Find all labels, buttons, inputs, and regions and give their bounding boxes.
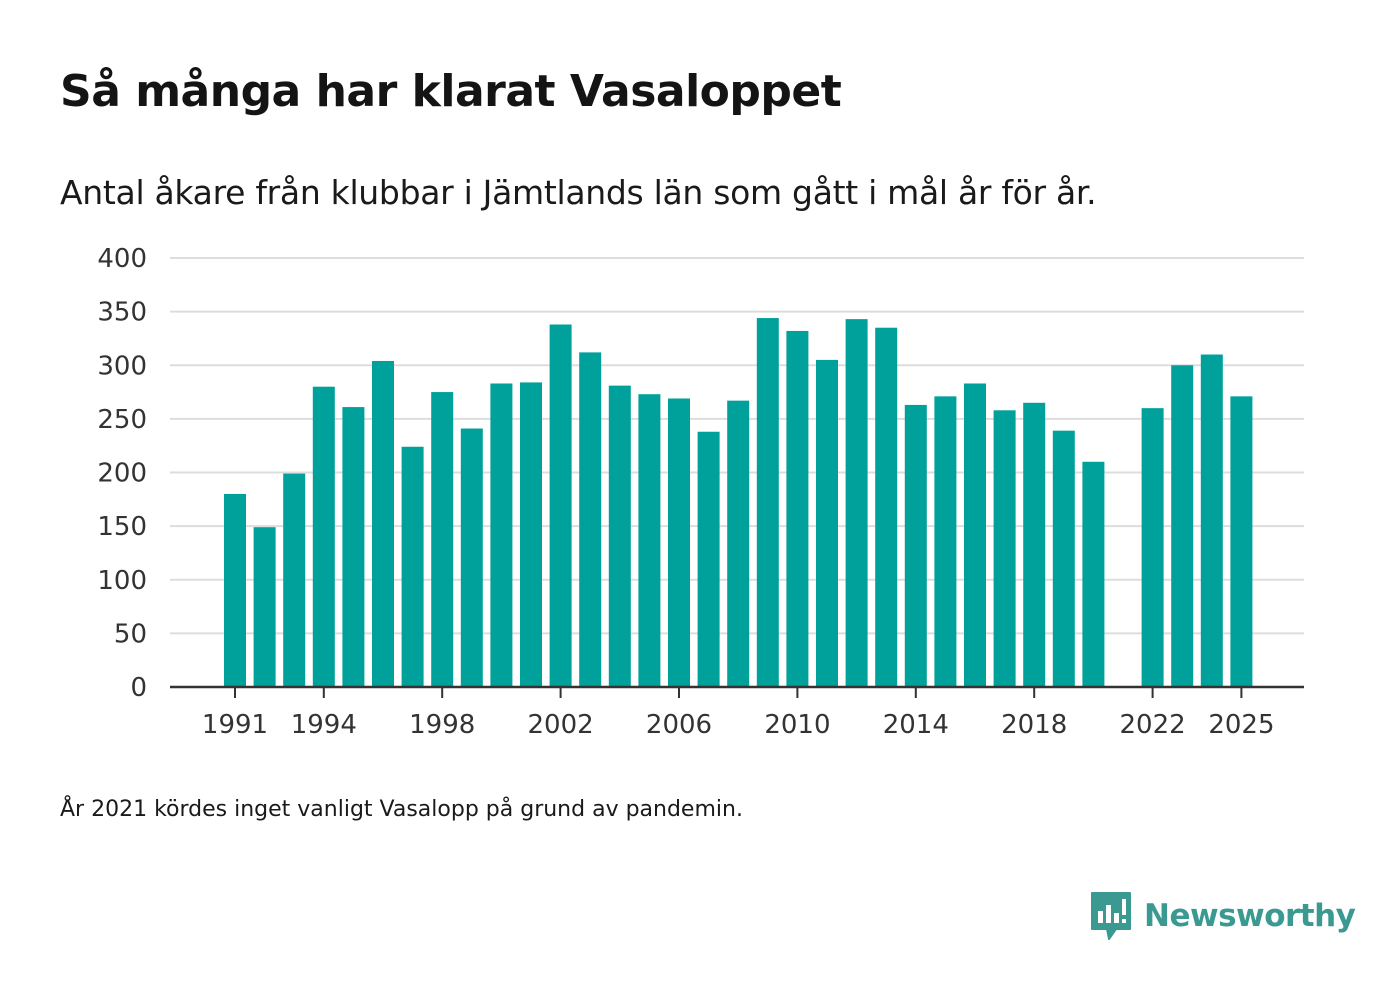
bar-2016	[964, 383, 986, 687]
x-tick-label: 2025	[1208, 710, 1274, 740]
bar-2008	[727, 400, 750, 687]
y-tick-label: 200	[97, 459, 147, 489]
bar-2018	[1023, 402, 1046, 687]
bar-2002	[549, 324, 572, 687]
brand-name: Newsworthy	[1144, 898, 1356, 934]
bar-2022	[1141, 408, 1164, 687]
bar-2020	[1082, 461, 1105, 687]
chart-title: Så många har klarat Vasaloppet	[60, 66, 842, 117]
bar-2023	[1171, 365, 1194, 687]
y-tick-label: 300	[97, 351, 147, 381]
chart-subtitle: Antal åkare från klubbar i Jämtlands län…	[60, 173, 1097, 212]
brand-logo[interactable]: Newsworthy	[1090, 890, 1356, 942]
x-tick-label: 2006	[646, 710, 712, 740]
y-tick-label: 0	[130, 673, 147, 703]
bars	[224, 318, 1253, 687]
y-tick-label: 350	[97, 298, 147, 328]
bar-2025	[1230, 396, 1253, 687]
x-axis-ticks: 1991 1994 1998 2002 2006 2010 2014 2018 2022 2025	[202, 687, 1274, 740]
y-tick-label: 50	[114, 619, 147, 649]
bar-2013	[875, 327, 898, 687]
bar-2015	[934, 396, 957, 687]
bar-2004	[608, 385, 631, 687]
x-tick-label: 2014	[883, 710, 949, 740]
y-axis-ticks: 0 50 100 150 200 250 300 350 400	[97, 244, 147, 703]
bar-2017	[993, 410, 1016, 687]
bar-1999	[460, 428, 483, 687]
bar-2003	[579, 352, 602, 687]
bar-2019	[1052, 430, 1075, 687]
bar-2011	[816, 359, 838, 687]
bar-1996	[372, 360, 394, 687]
y-tick-label: 400	[97, 244, 147, 274]
bar-1994	[312, 386, 335, 687]
bar-1993	[283, 473, 306, 687]
bar-2009	[756, 318, 779, 687]
y-tick-label: 250	[97, 405, 147, 435]
bar-chart: 0 50 100 150 200 250 300 350 400 1991 1994 1998 200…	[97, 244, 1304, 740]
bar-2000	[490, 383, 513, 687]
x-tick-label: 2018	[1001, 710, 1067, 740]
bar-2007	[697, 431, 720, 687]
x-tick-label: 2022	[1120, 710, 1186, 740]
bar-2014	[904, 404, 927, 687]
x-tick-label: 2002	[528, 710, 594, 740]
footnote: År 2021 kördes inget vanligt Vasalopp på…	[60, 797, 743, 822]
bar-1997	[401, 446, 424, 687]
x-tick-label: 1998	[409, 710, 475, 740]
bar-1995	[342, 407, 365, 687]
y-tick-label: 150	[97, 512, 147, 542]
x-tick-label: 1991	[202, 710, 268, 740]
bar-1991	[224, 493, 246, 687]
bar-1992	[253, 527, 276, 687]
newsworthy-logo-icon	[1091, 892, 1131, 940]
bar-2012	[845, 319, 868, 687]
x-tick-label: 2010	[764, 710, 830, 740]
bar-2001	[520, 382, 542, 687]
bar-1998	[431, 392, 454, 687]
bar-2006	[668, 398, 690, 687]
bar-2005	[638, 394, 661, 687]
y-tick-label: 100	[97, 566, 147, 596]
x-tick-label: 1994	[291, 710, 357, 740]
bar-2010	[786, 330, 809, 687]
bar-2024	[1200, 354, 1223, 687]
